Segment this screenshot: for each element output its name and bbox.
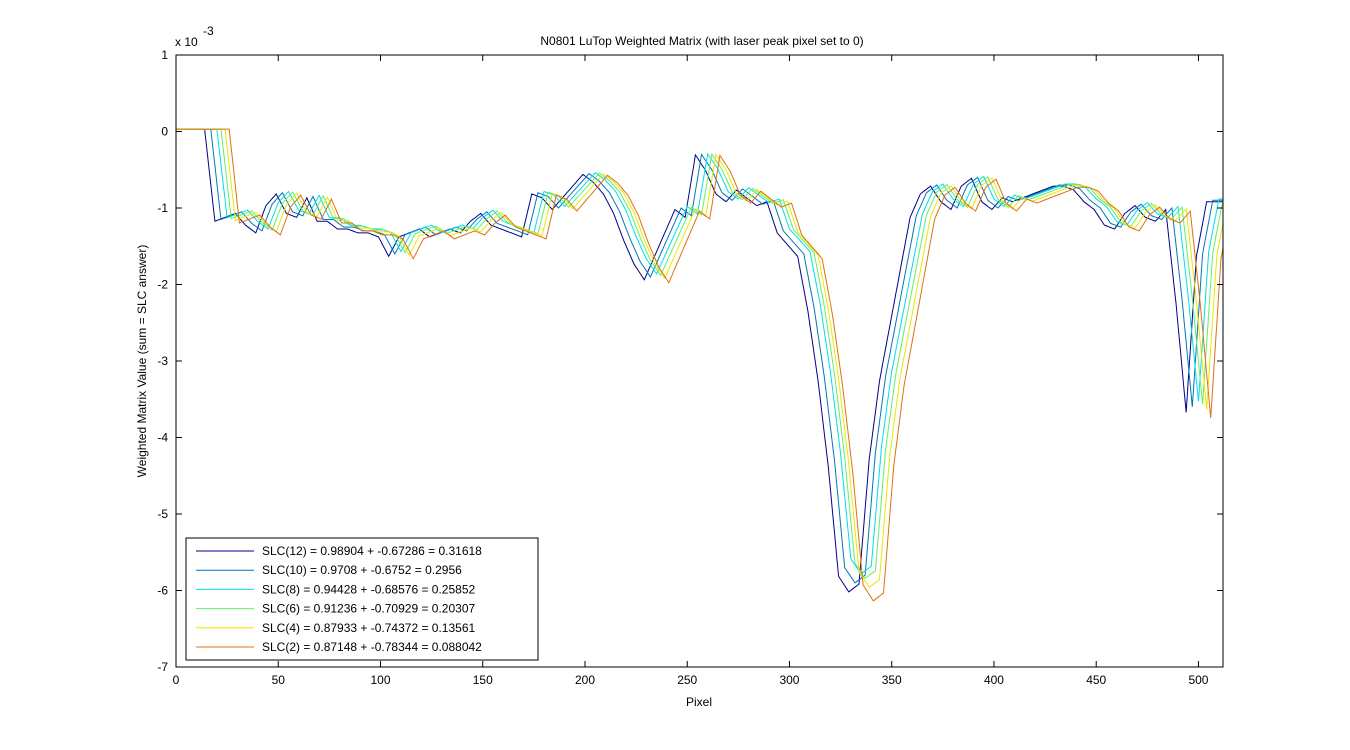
y-multiplier: x 10 -3 <box>175 24 214 49</box>
y-tick-label: -7 <box>157 660 168 674</box>
y-tick-label: -2 <box>157 278 168 292</box>
y-tick-label: 0 <box>161 125 168 139</box>
series-line-0 <box>176 128 1223 593</box>
series-line-2 <box>176 128 1223 575</box>
y-tick-label: -5 <box>157 507 168 521</box>
legend-entry-4: SLC(4) = 0.87933 + -0.74372 = 0.13561 <box>262 621 475 635</box>
legend-entry-3: SLC(6) = 0.91236 + -0.70929 = 0.20307 <box>262 602 475 616</box>
y-tick-label: -6 <box>157 584 168 598</box>
x-tick-label: 450 <box>1086 673 1106 687</box>
legend-box <box>185 537 539 661</box>
y-axis-label: Weighted Matrix Value (sum = SLC answer) <box>135 245 149 478</box>
series-line-1 <box>176 128 1223 584</box>
x-tick-label: 350 <box>882 673 902 687</box>
series-layer <box>176 128 1223 602</box>
x-tick-label: 500 <box>1188 673 1208 687</box>
x-tick-label: 400 <box>984 673 1004 687</box>
x-tick-label: 50 <box>272 673 286 687</box>
x-tick-label: 150 <box>473 673 493 687</box>
ticks-layer: 0 50 100 150 200 250 300 350 400 450 500 1 0 -1 -2 -3 -4… <box>157 48 1223 687</box>
x-axis-label: Pixel <box>686 695 712 709</box>
y-multiplier-exponent: -3 <box>203 24 214 38</box>
x-tick-label: 300 <box>779 673 799 687</box>
legend-entry-2: SLC(8) = 0.94428 + -0.68576 = 0.25852 <box>262 582 475 596</box>
y-tick-label: -3 <box>157 354 168 368</box>
legend-entry-1: SLC(10) = 0.9708 + -0.6752 = 0.2956 <box>262 563 462 577</box>
y-tick-label: -4 <box>157 431 168 445</box>
x-tick-label: 100 <box>370 673 390 687</box>
x-tick-label: 0 <box>173 673 180 687</box>
y-multiplier-base: x 10 <box>175 35 198 49</box>
y-tick-label: 1 <box>161 48 168 62</box>
y-tick-label: -1 <box>157 201 168 215</box>
legend-entry-5: SLC(2) = 0.87148 + -0.78344 = 0.088042 <box>262 640 482 654</box>
legend: SLC(12) = 0.98904 + -0.67286 = 0.31618 SL… <box>185 537 539 661</box>
legend-entry-0: SLC(12) = 0.98904 + -0.67286 = 0.31618 <box>262 544 482 558</box>
series-line-5 <box>176 128 1223 602</box>
chart-title: N0801 LuTop Weighted Matrix (with laser … <box>540 34 863 48</box>
series-line-3 <box>176 128 1223 580</box>
x-tick-label: 200 <box>575 673 595 687</box>
x-tick-label: 250 <box>677 673 697 687</box>
